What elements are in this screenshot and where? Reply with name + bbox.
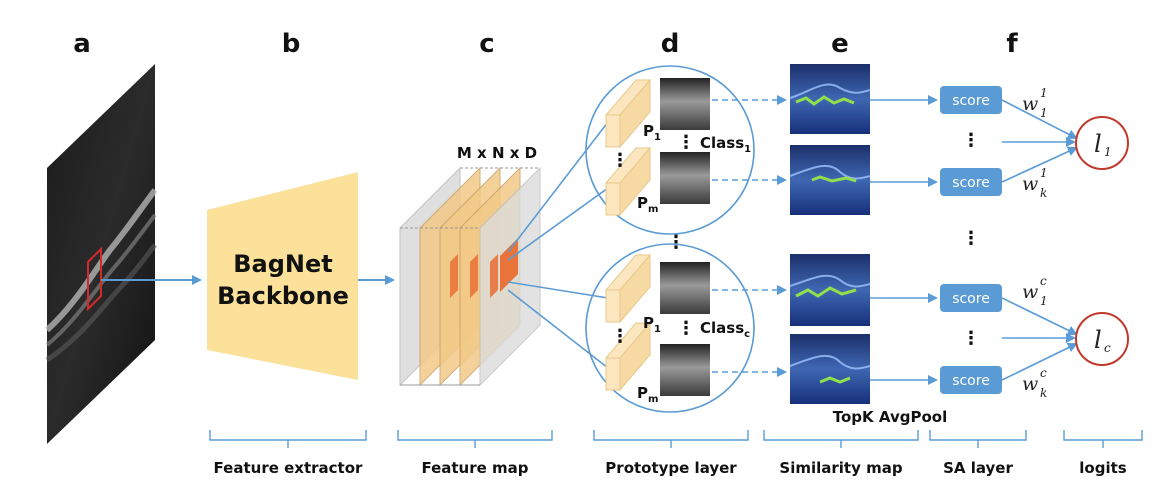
svg-text:w: w	[1022, 173, 1038, 195]
prototype-group-class-1: ⋮ ⋮ P1 Pm Class1	[585, 65, 755, 235]
panel-letter-e: e	[831, 29, 849, 59]
arrow-score2-l1	[1001, 146, 1078, 183]
feature-map-dims: M x N x D	[457, 144, 537, 162]
weight-wck: w c k	[1022, 366, 1047, 400]
svg-text:1: 1	[1104, 145, 1112, 159]
svg-text:score: score	[952, 373, 990, 389]
panel-letter-f: f	[1006, 29, 1018, 59]
backbone-label-line2: Backbone	[217, 282, 349, 310]
similarity-map-4	[789, 334, 871, 404]
prototype-p1-label: P1	[643, 122, 661, 143]
svg-text:1: 1	[1040, 106, 1048, 120]
svg-text:c: c	[1104, 341, 1111, 355]
svg-text:l: l	[1094, 326, 1102, 354]
similarity-map-3	[789, 254, 871, 326]
panel-letter-c: c	[479, 29, 494, 59]
similarity-map-2	[789, 145, 871, 215]
svg-text:⋮: ⋮	[611, 326, 629, 347]
svg-text:c: c	[1040, 366, 1047, 380]
weight-w11: w 1 1	[1022, 86, 1048, 120]
svg-text:l: l	[1094, 130, 1102, 158]
svg-text:k: k	[1040, 186, 1047, 200]
svg-text:c: c	[1040, 274, 1047, 288]
patch-highlight-box	[87, 246, 102, 312]
svg-text:k: k	[1040, 386, 1047, 400]
svg-text:⋮: ⋮	[962, 228, 980, 249]
label-logits: logits	[1079, 459, 1126, 477]
svg-text:w: w	[1022, 281, 1038, 303]
label-sa-layer: SA layer	[943, 459, 1013, 477]
svg-text:⋮: ⋮	[677, 318, 695, 339]
label-prototype-layer: Prototype layer	[605, 459, 737, 477]
svg-text:1: 1	[1040, 166, 1048, 180]
arrow-score1-l1	[1001, 99, 1078, 139]
svg-text:score: score	[952, 175, 990, 191]
bagnet-backbone: BagNet Backbone	[207, 172, 358, 380]
panel-letter-d: d	[661, 29, 680, 59]
score-box-2: score	[940, 168, 1002, 196]
proj-line-top-2	[507, 187, 609, 261]
proj-line-bottom-2	[507, 289, 609, 369]
svg-text:⋮: ⋮	[677, 132, 695, 153]
svg-text:score: score	[952, 291, 990, 307]
topk-avgpool-label: TopK AvgPool	[833, 408, 947, 426]
weight-wc1: w c 1	[1022, 274, 1048, 308]
panel-letter-b: b	[282, 29, 301, 59]
svg-text:w: w	[1022, 373, 1038, 395]
svg-text:score: score	[952, 93, 990, 109]
proj-line-top-1	[507, 121, 609, 253]
label-feature-extractor: Feature extractor	[214, 459, 363, 477]
panel-letter-a: a	[73, 29, 91, 59]
prototype-patch-1-m	[660, 152, 710, 204]
similarity-map-1	[789, 64, 871, 134]
svg-text:w: w	[1022, 93, 1038, 115]
weight-w1k: w 1 k	[1022, 166, 1048, 200]
prototype-pm-label: Pm	[637, 194, 658, 215]
prototype-patch-c-m	[660, 344, 710, 396]
oct-input-image	[45, 64, 158, 444]
svg-text:⋮: ⋮	[611, 150, 629, 171]
prototype-c-pm-label: Pm	[637, 384, 658, 405]
proj-line-bottom-1	[507, 281, 609, 299]
score-box-4: score	[940, 366, 1002, 394]
score-box-1: score	[940, 86, 1002, 114]
prototype-patch-c-1	[660, 262, 710, 314]
bottom-braces	[209, 430, 1143, 448]
logit-lc: l c	[1075, 312, 1129, 366]
label-feature-map: Feature map	[421, 459, 528, 477]
backbone-label-line1: BagNet	[233, 250, 333, 278]
class-1-label: Class1	[700, 134, 751, 155]
feature-map-stack: M x N x D	[399, 144, 541, 387]
label-similarity-map: Similarity map	[779, 459, 902, 477]
class-c-label: Classc	[700, 319, 750, 340]
prototype-c-p1-label: P1	[643, 314, 661, 335]
prototype-group-class-c: ⋮ ⋮ P1 Pm Classc	[585, 243, 755, 413]
arrow-score3-lc	[1001, 297, 1078, 335]
svg-text:⋮: ⋮	[667, 232, 685, 253]
prototype-patch-1-1	[660, 78, 710, 130]
svg-text:1: 1	[1040, 86, 1048, 100]
svg-text:1: 1	[1040, 294, 1048, 308]
svg-text:⋮: ⋮	[962, 328, 980, 349]
logit-l1: l 1	[1075, 116, 1129, 170]
svg-text:⋮: ⋮	[962, 130, 980, 151]
score-box-3: score	[940, 284, 1002, 312]
arrow-score4-lc	[1001, 343, 1078, 381]
